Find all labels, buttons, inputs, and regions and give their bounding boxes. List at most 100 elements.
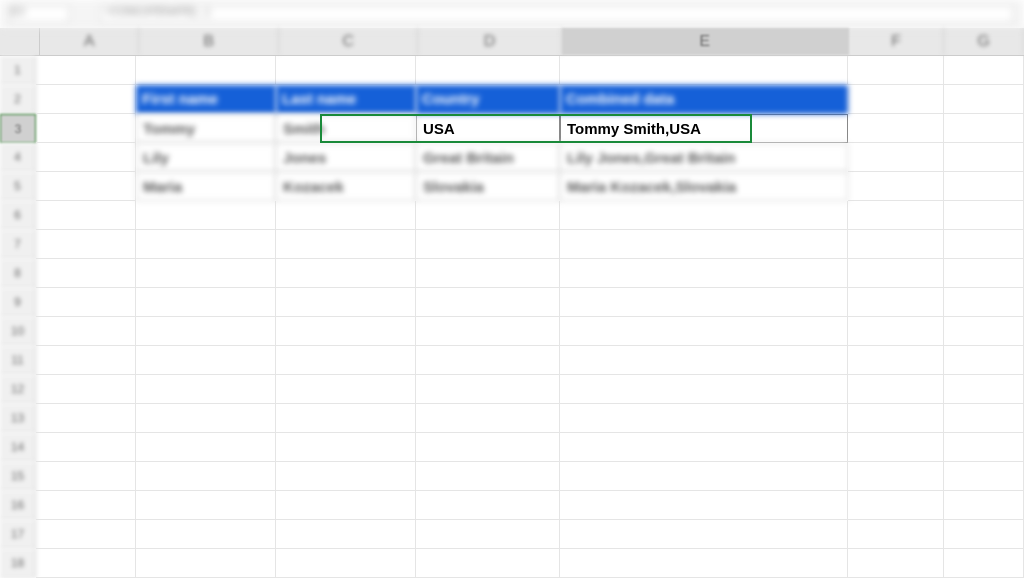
cell[interactable] (944, 114, 1024, 143)
cell[interactable] (416, 404, 560, 433)
cell[interactable] (276, 317, 416, 346)
row-header[interactable]: 13 (0, 404, 36, 433)
cell[interactable] (36, 230, 136, 259)
cell[interactable] (560, 56, 848, 85)
cell[interactable] (416, 433, 560, 462)
cell[interactable] (276, 375, 416, 404)
cell[interactable] (36, 85, 136, 114)
cell[interactable] (36, 375, 136, 404)
cell[interactable] (560, 404, 848, 433)
cell[interactable] (848, 491, 944, 520)
header-combined[interactable]: Combined data (560, 85, 848, 114)
row-header[interactable]: 3 (0, 114, 36, 143)
cell[interactable] (944, 433, 1024, 462)
cell-country[interactable]: Slovakia (416, 172, 560, 201)
cell[interactable] (560, 288, 848, 317)
cell-last-name[interactable]: Jones (276, 143, 416, 172)
cell[interactable] (416, 230, 560, 259)
cell[interactable] (136, 549, 276, 578)
cell[interactable] (848, 404, 944, 433)
cell[interactable] (36, 201, 136, 230)
cell[interactable] (848, 462, 944, 491)
cell-last-name[interactable]: Smith (276, 114, 416, 143)
cell[interactable] (136, 56, 276, 85)
cell[interactable] (416, 375, 560, 404)
cell[interactable] (848, 549, 944, 578)
cell-country[interactable]: Great Britain (416, 143, 560, 172)
col-header-f[interactable]: F (849, 28, 945, 55)
cell[interactable] (560, 259, 848, 288)
cell[interactable] (848, 288, 944, 317)
row-header[interactable]: 4 (0, 143, 36, 172)
row-header[interactable]: 14 (0, 433, 36, 462)
cell[interactable] (848, 143, 944, 172)
row-header[interactable]: 17 (0, 520, 36, 549)
cell[interactable] (36, 549, 136, 578)
cell[interactable] (276, 201, 416, 230)
cell[interactable] (944, 259, 1024, 288)
col-header-b[interactable]: B (139, 28, 278, 55)
col-header-g[interactable]: G (944, 28, 1024, 55)
cell[interactable] (560, 549, 848, 578)
cell[interactable] (136, 288, 276, 317)
cell[interactable] (136, 491, 276, 520)
cell[interactable] (36, 172, 136, 201)
cell[interactable] (136, 259, 276, 288)
cell[interactable] (416, 201, 560, 230)
cell[interactable] (848, 346, 944, 375)
cell[interactable] (416, 317, 560, 346)
select-all-corner[interactable] (0, 28, 40, 55)
row-header[interactable]: 8 (0, 259, 36, 288)
row-header[interactable]: 9 (0, 288, 36, 317)
cell[interactable] (848, 433, 944, 462)
cell[interactable] (136, 201, 276, 230)
cell[interactable] (944, 375, 1024, 404)
cell[interactable] (136, 520, 276, 549)
cell[interactable] (560, 433, 848, 462)
cell[interactable] (36, 259, 136, 288)
cell[interactable] (848, 85, 944, 114)
cell[interactable] (848, 230, 944, 259)
cell[interactable] (848, 201, 944, 230)
cell[interactable] (944, 143, 1024, 172)
row-header[interactable]: 12 (0, 375, 36, 404)
row-header[interactable]: 1 (0, 56, 36, 85)
cell[interactable] (416, 520, 560, 549)
row-header[interactable]: 10 (0, 317, 36, 346)
cell[interactable] (416, 259, 560, 288)
row-header[interactable]: 5 (0, 172, 36, 201)
cell[interactable] (560, 346, 848, 375)
cell[interactable] (36, 462, 136, 491)
cell-combined[interactable]: Tommy Smith,USA (560, 114, 848, 143)
col-header-e[interactable]: E (562, 28, 849, 55)
cell[interactable] (560, 201, 848, 230)
formula-input[interactable]: =CONCATENATE(...) (100, 5, 1014, 23)
cell[interactable] (276, 346, 416, 375)
cell[interactable] (136, 433, 276, 462)
cell[interactable] (36, 491, 136, 520)
cell[interactable] (36, 143, 136, 172)
row-header[interactable]: 11 (0, 346, 36, 375)
cell[interactable] (944, 549, 1024, 578)
row-header[interactable]: 16 (0, 491, 36, 520)
cell[interactable] (848, 172, 944, 201)
cell[interactable] (560, 317, 848, 346)
cell[interactable] (276, 230, 416, 259)
cell[interactable] (276, 404, 416, 433)
cell[interactable] (560, 520, 848, 549)
cell[interactable] (136, 346, 276, 375)
cell[interactable] (36, 433, 136, 462)
cell[interactable] (416, 56, 560, 85)
cell[interactable] (944, 56, 1024, 85)
cells-area[interactable]: First name Last name Country Combined da… (36, 56, 1024, 578)
row-header[interactable]: 6 (0, 201, 36, 230)
cell[interactable] (944, 404, 1024, 433)
cell[interactable] (560, 375, 848, 404)
cell[interactable] (36, 56, 136, 85)
cell[interactable] (276, 462, 416, 491)
cell[interactable] (276, 491, 416, 520)
row-header[interactable]: 2 (0, 85, 36, 114)
cell[interactable] (848, 56, 944, 85)
cell[interactable] (944, 288, 1024, 317)
col-header-d[interactable]: D (418, 28, 561, 55)
